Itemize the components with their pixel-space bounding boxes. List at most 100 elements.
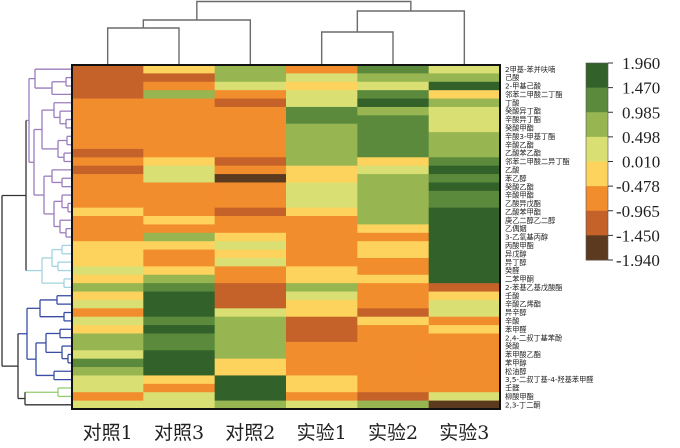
- heatmap-cell: [357, 132, 430, 142]
- heatmap-cell: [428, 140, 501, 150]
- row-label: 松油醇: [505, 367, 527, 376]
- heatmap-cell: [286, 392, 358, 402]
- heatmap-cell: [214, 148, 287, 158]
- row-label: 2甲基-苯并呋喃: [505, 65, 555, 74]
- row-label: 2-苯基乙基戊酸酯: [505, 283, 562, 292]
- heatmap-cell: [214, 291, 287, 301]
- row-label: 己酸: [505, 73, 519, 82]
- heatmap-cell: [286, 224, 358, 234]
- heatmap-cell: [72, 325, 144, 335]
- heatmap-cell: [286, 174, 358, 184]
- heatmap-cell: [72, 106, 144, 116]
- heatmap-cell: [143, 274, 216, 284]
- heatmap-cell: [214, 174, 287, 184]
- heatmap-cell: [72, 308, 144, 318]
- heatmap-cell: [214, 400, 287, 410]
- heatmap-cell: [357, 383, 430, 393]
- heatmap-cell: [214, 333, 287, 343]
- heatmap-cell: [357, 341, 430, 351]
- heatmap-cell: [357, 232, 430, 242]
- heatmap-cell: [286, 257, 358, 267]
- heatmap-cell: [286, 65, 358, 74]
- heatmap-cell: [214, 123, 287, 133]
- heatmap-cell: [357, 333, 430, 343]
- heatmap-cell: [214, 81, 287, 91]
- row-label: 异戊醇: [505, 249, 527, 258]
- heatmap-cell: [286, 190, 358, 200]
- heatmap-cell: [72, 140, 144, 150]
- heatmap-cell: [428, 98, 501, 108]
- heatmap-cell: [428, 174, 501, 184]
- heatmap-cell: [143, 350, 216, 360]
- heatmap-cell: [428, 400, 501, 410]
- heatmap-cell: [72, 274, 144, 284]
- heatmap-cell: [214, 216, 287, 226]
- heatmap-cell: [72, 157, 144, 167]
- heatmap-cell: [357, 182, 430, 192]
- heatmap-cell: [72, 224, 144, 234]
- heatmap-cell: [143, 106, 216, 116]
- heatmap-cell: [286, 90, 358, 100]
- heatmap-cell: [286, 299, 358, 309]
- heatmap-cell: [286, 383, 358, 393]
- heatmap-cell: [286, 308, 358, 318]
- heatmap-cell: [214, 367, 287, 377]
- heatmap-cell: [357, 350, 430, 360]
- heatmap-cell: [286, 132, 358, 142]
- heatmap-cell: [357, 316, 430, 326]
- heatmap-cell: [143, 81, 216, 91]
- heatmap-cell: [72, 358, 144, 368]
- heatmap-cell: [286, 73, 358, 83]
- heatmap-cell: [286, 266, 358, 276]
- heatmap-cell: [214, 190, 287, 200]
- heatmap-cell: [143, 341, 216, 351]
- heatmap-cell: [72, 115, 144, 125]
- heatmap-cell: [214, 132, 287, 142]
- heatmap-cell: [428, 81, 501, 91]
- heatmap-cell: [143, 132, 216, 142]
- heatmap-cell: [286, 115, 358, 125]
- row-label: 苯甲醇: [505, 358, 527, 367]
- heatmap-cell: [214, 274, 287, 284]
- heatmap-cell: [143, 375, 216, 385]
- heatmap-cell: [72, 266, 144, 276]
- heatmap-cell: [143, 157, 216, 167]
- heatmap-cell: [357, 115, 430, 125]
- heatmap-cell: [286, 367, 358, 377]
- colorbar-tick-label: -0.478: [616, 177, 660, 196]
- row-label: 异辛醇: [505, 308, 527, 317]
- heatmap-cell: [143, 224, 216, 234]
- column-label: 实验1: [297, 422, 347, 444]
- heatmap-cell: [286, 207, 358, 217]
- colorbar-tick-label: -1.940: [616, 251, 660, 270]
- heatmap-cell: [143, 90, 216, 100]
- row-label: 柳酸甲酯: [505, 392, 534, 401]
- heatmap-cell: [428, 148, 501, 158]
- heatmap-cell: [72, 132, 144, 142]
- heatmap-cell: [72, 375, 144, 385]
- heatmap-cell: [143, 182, 216, 192]
- heatmap-cell: [286, 232, 358, 242]
- colorbar-swatch: [586, 87, 608, 113]
- heatmap-cell: [143, 299, 216, 309]
- heatmap-cell: [286, 400, 358, 410]
- heatmap-cell: [214, 157, 287, 167]
- heatmap-cell: [357, 190, 430, 200]
- heatmap-cell: [286, 148, 358, 158]
- heatmap-cell: [428, 216, 501, 226]
- heatmap-cell: [428, 299, 501, 309]
- heatmap-cell: [286, 182, 358, 192]
- heatmap-cell: [428, 341, 501, 351]
- heatmap-cell: [143, 400, 216, 410]
- heatmap-cell: [214, 98, 287, 108]
- heatmap-cell: [357, 266, 430, 276]
- heatmap-cell: [72, 333, 144, 343]
- heatmap-cell: [357, 358, 430, 368]
- row-label: 二苯甲酮: [505, 275, 534, 284]
- heatmap-cell: [357, 257, 430, 267]
- row-label: 丙酸甲酯: [505, 241, 534, 250]
- heatmap-cell: [143, 115, 216, 125]
- heatmap-cell: [428, 224, 501, 234]
- row-label: 辛酸乙烯酯: [505, 300, 541, 309]
